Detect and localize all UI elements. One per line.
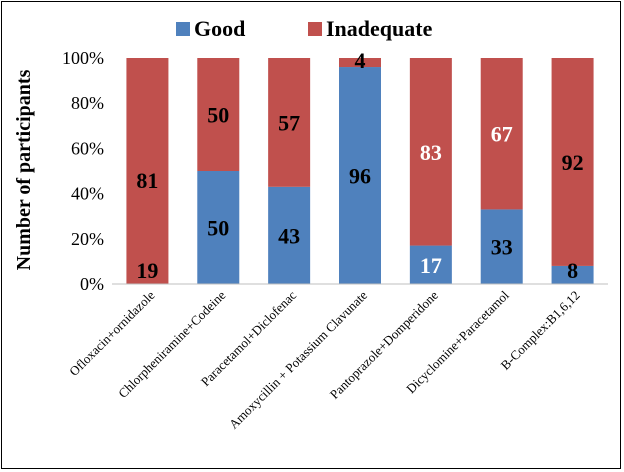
bar-inadequate <box>551 58 594 266</box>
legend-swatch-inadequate <box>308 22 322 36</box>
bar-good <box>268 186 311 284</box>
data-label-good: 33 <box>491 235 513 260</box>
y-tick-label: 100% <box>62 48 104 68</box>
data-label-good: 19 <box>136 258 158 283</box>
x-axis-tick-labels: Ofloxacin+ornidazoleChlorpheniramine+Cod… <box>66 287 582 431</box>
y-tick-label: 20% <box>71 229 104 249</box>
legend: Good Inadequate <box>176 16 433 41</box>
bar-good <box>551 265 594 284</box>
data-label-inadequate: 81 <box>136 168 158 193</box>
data-label-inadequate: 4 <box>355 48 366 73</box>
bar-good <box>197 171 240 284</box>
data-label-inadequate: 67 <box>491 122 513 147</box>
data-labels: 19 81 50 50 43 57 96 4 17 83 33 67 8 92 <box>136 48 583 283</box>
legend-label-inadequate: Inadequate <box>326 16 433 41</box>
bars <box>126 58 594 284</box>
legend-swatch-good <box>176 22 190 36</box>
data-label-inadequate: 50 <box>207 103 229 128</box>
bar-inadequate <box>126 58 169 284</box>
bar-inadequate <box>409 58 452 246</box>
bar-inadequate <box>480 58 523 210</box>
x-tick-label: B-Complex:B1,6,12 <box>498 288 583 373</box>
bar-inadequate <box>268 58 311 187</box>
y-tick-label: 40% <box>71 184 104 204</box>
bar-inadequate <box>339 58 381 68</box>
legend-label-good: Good <box>194 16 245 41</box>
bar-inadequate <box>197 58 240 171</box>
data-label-inadequate: 83 <box>420 140 442 165</box>
data-label-good: 50 <box>207 216 229 241</box>
data-label-good: 43 <box>278 223 300 248</box>
data-label-inadequate: 57 <box>278 110 300 135</box>
bar-good <box>409 245 452 284</box>
data-label-good: 8 <box>567 258 578 283</box>
data-label-inadequate: 92 <box>562 150 584 175</box>
bar-good <box>339 67 381 284</box>
y-tick-label: 80% <box>71 93 104 113</box>
y-axis-ticks: 0% 20% 40% 60% 80% 100% <box>62 48 104 294</box>
data-label-good: 17 <box>420 253 442 278</box>
bar-good <box>480 209 523 284</box>
y-axis-label: Number of participants <box>13 69 35 270</box>
y-tick-label: 60% <box>71 138 104 158</box>
y-tick-label: 0% <box>80 274 104 294</box>
data-label-good: 96 <box>349 164 371 189</box>
x-tick-label: Amoxycillin + Potassium Clavunate <box>226 287 370 431</box>
